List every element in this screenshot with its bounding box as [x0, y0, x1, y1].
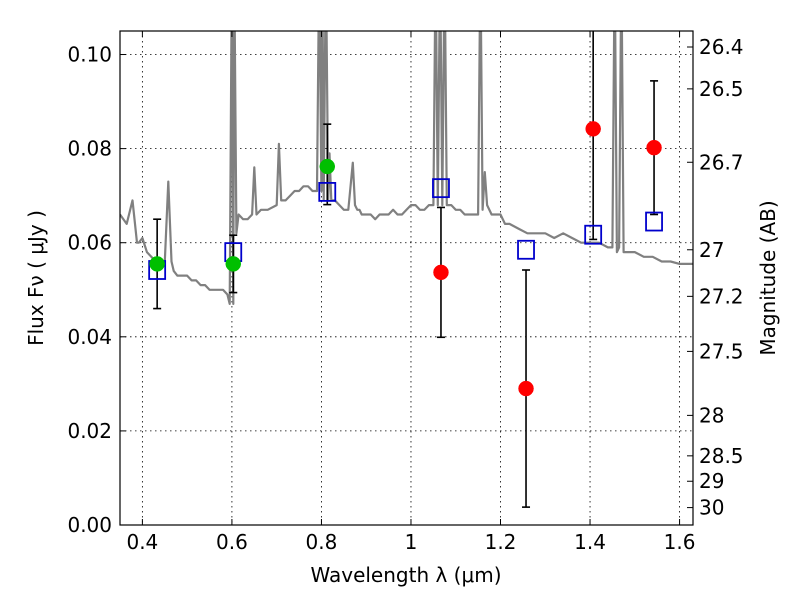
model-point [517, 239, 535, 260]
observed-photometry-points [149, 121, 662, 397]
data-point [149, 256, 165, 272]
data-point [646, 139, 662, 156]
data-point [518, 380, 534, 397]
y-tick-label: 0.00 [67, 513, 112, 537]
model-point [432, 178, 450, 199]
y2-tick-label: 26.5 [699, 77, 744, 101]
tick-labels: 0.4 0.6 0.8 1 1.2 1.4 1.6 0.00 0.02 0.04 0.06 0.08 0… [67, 35, 743, 554]
model-point [584, 224, 603, 245]
y-tick-label: 0.06 [67, 231, 112, 255]
y2-tick-label: 26.7 [699, 150, 744, 174]
y2-tick-label: 29 [699, 469, 724, 493]
x-tick-label: 1.4 [574, 530, 606, 554]
grid [120, 31, 693, 526]
y-tick-label: 0.02 [67, 419, 112, 443]
y-axis-title: Flux Fν ( μJy ) [24, 210, 48, 346]
y2-tick-label: 26.4 [699, 35, 744, 59]
model-spectrum [120, 31, 693, 305]
x-tick-label: 0.6 [216, 530, 248, 554]
y-tick-label: 0.10 [67, 43, 112, 67]
y-tick-label: 0.08 [67, 137, 112, 161]
model-point [645, 211, 663, 232]
y2-tick-label: 28.5 [699, 444, 744, 468]
y-tick-label: 0.04 [67, 325, 112, 349]
data-point [319, 158, 336, 175]
x-axis-title: Wavelength λ (μm) [310, 563, 501, 587]
y2-tick-label: 27 [699, 238, 724, 262]
y2-tick-label: 28 [699, 403, 724, 427]
spectrum-line [120, 31, 693, 305]
x-tick-label: 1 [405, 530, 418, 554]
y2-axis-title: Magnitude (AB) [756, 200, 780, 355]
y2-tick-label: 27.5 [699, 339, 744, 363]
x-tick-label: 0.4 [126, 530, 158, 554]
data-point [585, 121, 601, 137]
y2-tick-label: 27.2 [699, 284, 744, 308]
x-tick-label: 0.8 [306, 530, 338, 554]
axis-ticks [120, 31, 693, 526]
data-point [225, 256, 242, 272]
x-tick-label: 1.6 [664, 530, 696, 554]
y2-tick-label: 30 [699, 496, 724, 520]
plot-frame [119, 30, 694, 526]
x-tick-label: 1.2 [485, 530, 517, 554]
data-point [433, 264, 449, 281]
model-point [318, 182, 337, 202]
